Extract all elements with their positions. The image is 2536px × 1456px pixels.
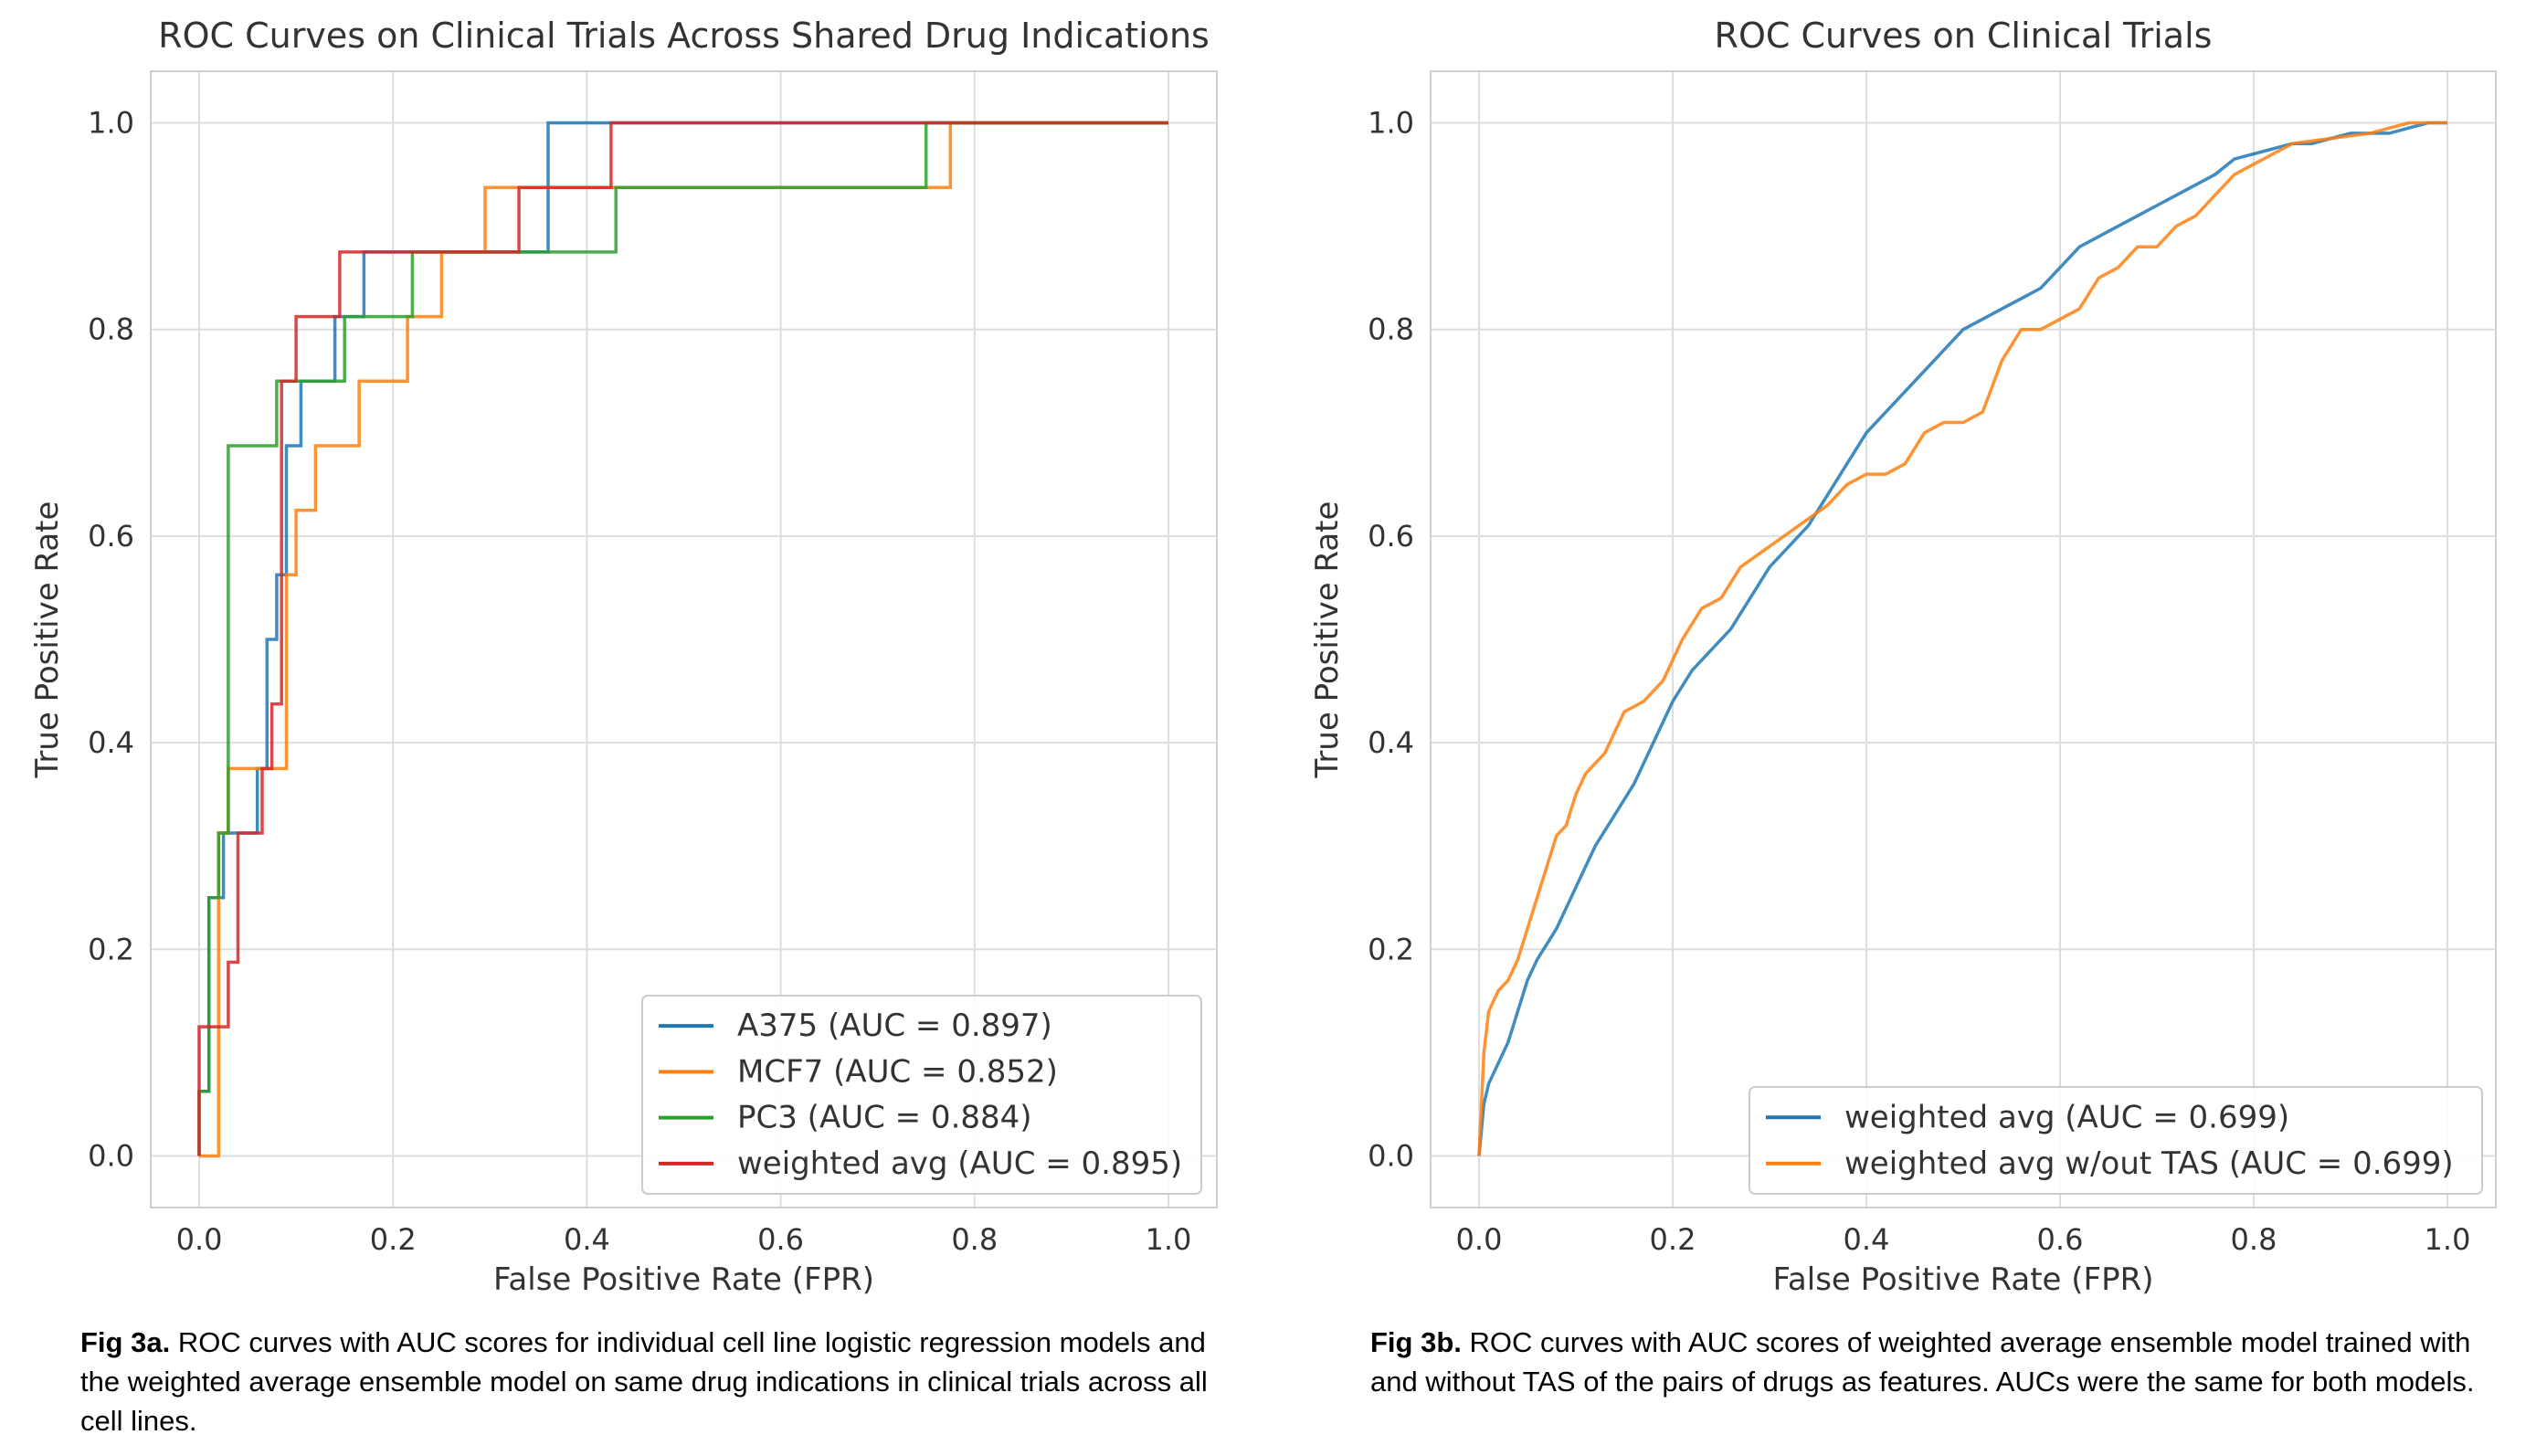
x-tick-label: 0.4 <box>1844 1222 1890 1257</box>
grid <box>151 71 1217 1208</box>
x-tick-label: 0.8 <box>2231 1222 2277 1257</box>
y-tick-label: 0.8 <box>1368 312 1414 347</box>
y-tick-label: 0.0 <box>1368 1138 1414 1173</box>
legend-entry-0: A375 (AUC = 0.897) <box>737 1008 1052 1044</box>
y-axis-label: True Positive Rate <box>1309 501 1346 779</box>
series-line-0 <box>1477 121 2447 1156</box>
legend-entry-2: PC3 (AUC = 0.884) <box>737 1100 1032 1136</box>
grid <box>1431 71 2496 1208</box>
series-line-3 <box>197 121 1168 1156</box>
legend-box <box>641 995 1202 1195</box>
plot-frame <box>1430 70 2497 1208</box>
chart-title: ROC Curves on Clinical Trials Across Sha… <box>158 16 1210 56</box>
legend: weighted avg (AUC = 0.699) weighted avg w… <box>1749 1086 2483 1195</box>
y-tick-label: 0.8 <box>88 312 134 347</box>
y-tick-label: 0.4 <box>1368 725 1414 760</box>
caption-text: ROC curves with AUC scores of weighted a… <box>1370 1326 2475 1398</box>
legend: A375 (AUC = 0.897) MCF7 (AUC = 0.852) PC3 … <box>641 995 1202 1195</box>
y-tick-label: 0.0 <box>88 1138 134 1173</box>
x-tick-label: 1.0 <box>1146 1222 1192 1257</box>
legend-entry-0: weighted avg (AUC = 0.699) <box>1844 1099 2289 1135</box>
x-tick-label: 0.0 <box>1456 1222 1503 1257</box>
legend-entry-1: MCF7 (AUC = 0.852) <box>737 1053 1058 1090</box>
y-tick-label: 0.2 <box>88 932 134 966</box>
series-line-1 <box>1477 121 2447 1156</box>
legend-entry-3: weighted avg (AUC = 0.895) <box>737 1145 1182 1182</box>
caption-text: ROC curves with AUC scores for individua… <box>80 1326 1208 1437</box>
plot-frame <box>150 70 1218 1208</box>
y-tick-label: 0.4 <box>88 725 134 760</box>
y-axis-label: True Positive Rate <box>29 501 66 779</box>
x-tick-label: 0.2 <box>1650 1222 1696 1257</box>
legend-box <box>1749 1086 2483 1195</box>
x-axis-label: False Positive Rate (FPR) <box>1772 1261 2153 1298</box>
y-tick-label: 0.6 <box>1368 519 1414 554</box>
caption-label: Fig 3a. <box>80 1326 171 1358</box>
x-tick-label: 1.0 <box>2425 1222 2471 1257</box>
x-tick-label: 0.2 <box>370 1222 417 1257</box>
caption-fig-3b: Fig 3b. ROC curves with AUC scores of we… <box>1370 1323 2512 1401</box>
chart-roc-shared-indications: 0.0 0.2 0.4 0.6 0.8 1.0 0.0 0.2 0.4 0.6 0.8 1.0 ROC … <box>29 16 1218 1298</box>
x-tick-label: 0.8 <box>951 1222 998 1257</box>
x-axis-label: False Positive Rate (FPR) <box>493 1261 874 1298</box>
y-tick-label: 1.0 <box>88 106 134 141</box>
chart-roc-clinical-trials: 0.0 0.2 0.4 0.6 0.8 1.0 0.0 0.2 0.4 0.6 0.8 1.0 ROC … <box>1309 16 2497 1298</box>
legend-entry-1: weighted avg w/out TAS (AUC = 0.699) <box>1844 1145 2454 1182</box>
y-tick-label: 1.0 <box>1368 106 1414 141</box>
x-tick-label: 0.6 <box>757 1222 804 1257</box>
y-tick-label: 0.6 <box>88 519 134 554</box>
x-tick-label: 0.4 <box>564 1222 610 1257</box>
x-tick-label: 0.0 <box>176 1222 223 1257</box>
series-line-2 <box>197 121 1168 1156</box>
y-tick-label: 0.2 <box>1368 932 1414 966</box>
caption-fig-3a: Fig 3a. ROC curves with AUC scores for i… <box>80 1323 1241 1440</box>
chart-title: ROC Curves on Clinical Trials <box>1715 16 2213 56</box>
x-tick-label: 0.6 <box>2037 1222 2084 1257</box>
caption-label: Fig 3b. <box>1370 1326 1462 1358</box>
